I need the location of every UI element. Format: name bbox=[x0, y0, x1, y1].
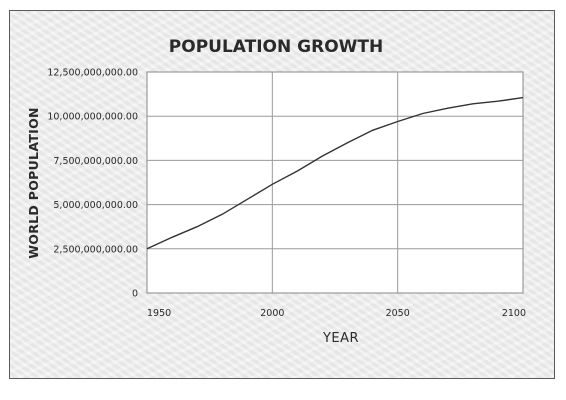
x-tick-label: 2050 bbox=[386, 308, 410, 319]
x-tick-label: 2000 bbox=[260, 308, 284, 319]
y-tick-label: 2,500,000,000.00 bbox=[53, 244, 138, 255]
x-axis-title: YEAR bbox=[322, 331, 359, 346]
gridlines bbox=[147, 72, 523, 293]
plot-background bbox=[146, 71, 524, 294]
x-tick-label: 1950 bbox=[147, 308, 171, 319]
chart-title: POPULATION GROWTH bbox=[169, 37, 383, 57]
y-axis-ticks: 0 2,500,000,000.00 5,000,000,000.00 7,500,0… bbox=[47, 68, 138, 300]
x-axis-ticks: 1950 2000 2050 2100 bbox=[147, 308, 526, 319]
y-tick-label: 7,500,000,000.00 bbox=[53, 156, 138, 167]
x-tick-label: 2100 bbox=[502, 308, 526, 319]
population-line bbox=[146, 96, 524, 250]
plot-area bbox=[146, 71, 524, 294]
y-tick-label: 5,000,000,000.00 bbox=[53, 200, 138, 211]
y-tick-label: 12,500,000,000.00 bbox=[47, 68, 138, 79]
y-tick-label: 0 bbox=[132, 289, 138, 300]
y-axis-title: WORLD POPULATION bbox=[26, 107, 41, 259]
y-tick-label: 10,000,000,000.00 bbox=[47, 112, 138, 123]
